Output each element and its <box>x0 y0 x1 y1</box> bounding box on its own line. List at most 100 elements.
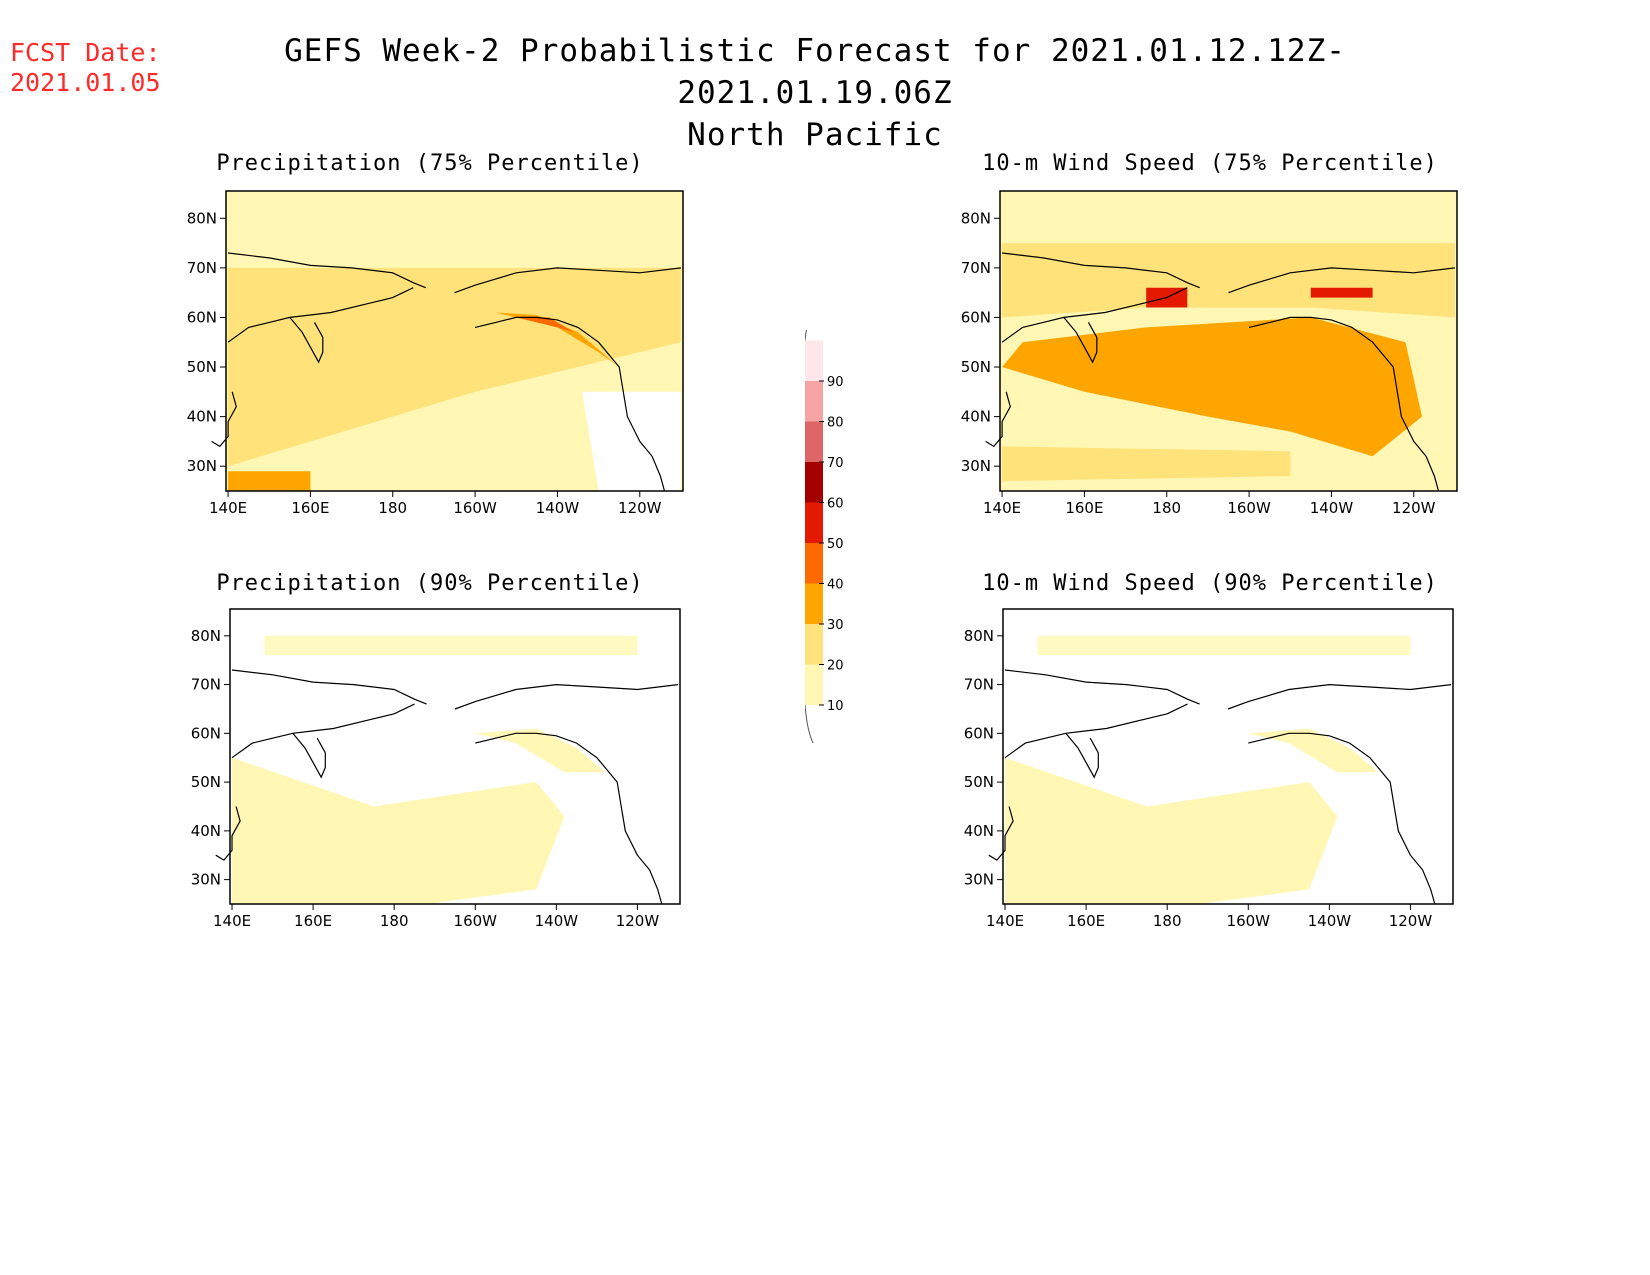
colorbar-label: 10 <box>827 699 844 714</box>
panel-title-wind90: 10-m Wind Speed (90% Percentile) <box>982 571 1438 596</box>
lat-label: 80N <box>187 209 217 227</box>
coastline-1 <box>1228 267 1455 294</box>
prob-area-10b <box>1037 635 1411 656</box>
prob-area-30b <box>228 471 311 491</box>
coastlines <box>215 669 679 905</box>
lon-label: 160E <box>1065 499 1103 517</box>
prob-area-10 <box>1005 757 1338 904</box>
lon-label: 120W <box>1392 499 1436 517</box>
lon-label: 160W <box>453 499 497 517</box>
coastline-3 <box>231 703 415 759</box>
coastlines <box>211 252 681 492</box>
prob-area-10 <box>232 757 565 904</box>
map-frame <box>999 190 1458 492</box>
lon-label: 160W <box>454 912 498 930</box>
prob-area-50b <box>1310 287 1373 298</box>
lat-label: 60N <box>191 724 221 742</box>
colorbar-lower-edge <box>805 704 814 744</box>
lat-label: 40N <box>964 822 994 840</box>
colorbar-swatch <box>805 664 823 705</box>
lat-label: 40N <box>191 822 221 840</box>
coastline-0 <box>231 669 427 705</box>
coastline-2 <box>474 316 666 492</box>
lat-label: 60N <box>961 308 991 326</box>
prob-area-20b <box>1002 446 1291 482</box>
shading-layer <box>230 609 680 904</box>
prob-area-20 <box>1002 243 1455 318</box>
lon-label: 160E <box>291 499 329 517</box>
lon-label: 140E <box>986 912 1024 930</box>
coastlines <box>985 252 1455 492</box>
coastline-2 <box>1248 732 1436 905</box>
colorbar-swatch <box>805 502 823 543</box>
coastline-5 <box>211 391 237 448</box>
colorbar-swatch <box>805 421 823 462</box>
axis-ticks: 80N 70N 60N 50N 40N 30N 140E 160E 180 160W 140W 120… <box>964 627 1433 930</box>
axis-ticks: 80N 70N 60N 50N 40N 30N 140E 160E 180 160W 140W 120… <box>187 209 662 517</box>
colorbar-label: 60 <box>827 497 844 512</box>
lon-label: 180 <box>1152 499 1181 517</box>
coastline-3 <box>1004 703 1188 759</box>
lon-label: 140E <box>209 499 247 517</box>
no-prob-area <box>582 391 681 491</box>
coastline-5 <box>215 806 241 861</box>
lat-label: 80N <box>961 209 991 227</box>
fcst-label: FCST Date: <box>10 38 161 67</box>
colorbar-swatch <box>805 462 823 503</box>
colorbar-label: 70 <box>827 456 844 471</box>
title-line-2: North Pacific <box>687 117 943 153</box>
prob-area-10b <box>264 635 638 656</box>
panel-title-precip90: Precipitation (90% Percentile) <box>216 571 644 596</box>
coastline-4 <box>1063 317 1098 364</box>
map-precip75: 80N 70N 60N 50N 40N 30N 140E 160E 180 160W 140W 120… <box>187 190 684 517</box>
colorbar-label: 90 <box>827 375 844 390</box>
colorbar-label: 80 <box>827 416 844 431</box>
lat-label: 50N <box>191 773 221 791</box>
map-frame <box>225 190 684 492</box>
coastline-0 <box>228 252 426 289</box>
map-precip90: 80N 70N 60N 50N 40N 30N 140E 160E 180 160W 140W 120… <box>191 608 681 930</box>
panel-title-wind75: 10-m Wind Speed (75% Percentile) <box>982 151 1438 176</box>
lon-label: 160E <box>294 912 332 930</box>
coastline-2 <box>1248 316 1440 492</box>
lat-label: 40N <box>187 408 217 426</box>
lon-label: 140W <box>1310 499 1354 517</box>
coastline-5 <box>985 391 1011 448</box>
coastline-0 <box>1004 669 1200 705</box>
shading-layer <box>1000 191 1457 491</box>
lon-label: 140E <box>983 499 1021 517</box>
coastline-1 <box>1227 683 1452 710</box>
colorbar-lower-tip <box>805 705 818 743</box>
map-frame <box>229 608 681 905</box>
lon-label: 160W <box>1227 912 1271 930</box>
colorbar-label: 50 <box>827 537 844 552</box>
coastline-1 <box>454 683 679 710</box>
fcst-date: 2021.01.05 <box>10 68 161 97</box>
colorbar-label: 30 <box>827 618 844 633</box>
lon-label: 120W <box>618 499 662 517</box>
title-line-1: GEFS Week-2 Probabilistic Forecast for 2… <box>284 33 1346 111</box>
lat-label: 30N <box>191 871 221 889</box>
lat-label: 80N <box>964 627 994 645</box>
lat-label: 60N <box>964 724 994 742</box>
lon-label: 180 <box>378 499 407 517</box>
lon-label: 140W <box>1308 912 1352 930</box>
prob-area-10c <box>475 728 605 773</box>
coastline-0 <box>1002 252 1200 289</box>
prob-area-30 <box>1002 317 1422 457</box>
coastline-5 <box>988 806 1014 861</box>
prob-area-40 <box>516 317 574 333</box>
lon-label: 140E <box>213 912 251 930</box>
lon-label: 180 <box>380 912 409 930</box>
colorbar-label: 40 <box>827 578 844 593</box>
prob-area-20 <box>228 267 681 467</box>
lat-label: 60N <box>187 308 217 326</box>
shading-layer <box>1003 609 1453 904</box>
prob-area-10c <box>1248 728 1378 773</box>
lon-label: 120W <box>616 912 660 930</box>
lon-label: 160E <box>1067 912 1105 930</box>
colorbar-upper-edge <box>805 330 807 341</box>
lat-label: 80N <box>191 627 221 645</box>
axis-ticks: 80N 70N 60N 50N 40N 30N 140E 160E 180 160W 140W 120… <box>961 209 1436 517</box>
figure-title: GEFS Week-2 Probabilistic Forecast for 2… <box>150 30 1480 156</box>
